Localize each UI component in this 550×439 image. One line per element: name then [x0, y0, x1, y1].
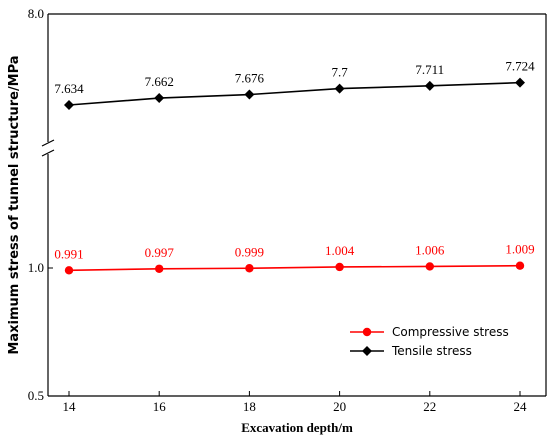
- x-tick-label: 20: [333, 399, 346, 414]
- series-line-0: [68, 264, 521, 272]
- legend-label-tensile: Tensile stress: [391, 344, 472, 358]
- axis-break-mark: [41, 139, 55, 157]
- data-label: 7.634: [54, 81, 84, 96]
- data-point: [424, 80, 435, 91]
- data-label: 1.004: [325, 243, 355, 258]
- x-tick-label: 24: [514, 399, 528, 414]
- data-label: 0.991: [54, 246, 83, 261]
- x-tick-label: 18: [243, 399, 256, 414]
- legend-marker-diamond: [362, 346, 372, 356]
- data-point: [155, 264, 164, 273]
- y-tick-label: 0.5: [28, 388, 44, 403]
- x-tick-label: 14: [63, 399, 77, 414]
- x-tick-label: 22: [423, 399, 436, 414]
- data-point: [154, 93, 165, 104]
- data-label: 1.009: [505, 242, 534, 257]
- series-layer: [64, 77, 525, 275]
- legend-item-tensile: Tensile stress: [350, 344, 472, 358]
- legend-label-compressive: Compressive stress: [392, 325, 509, 339]
- data-label: 0.997: [145, 245, 175, 260]
- legend-marker-circle: [362, 327, 372, 337]
- data-label: 7.7: [331, 65, 348, 80]
- data-label: 7.676: [235, 71, 265, 86]
- data-point: [515, 77, 525, 88]
- y-ticks: 0.5 1.0 8.0: [28, 6, 53, 403]
- series-line-1: [68, 81, 521, 106]
- data-point: [335, 262, 344, 272]
- x-tick-label: 16: [153, 399, 167, 414]
- data-label: 0.999: [235, 244, 264, 259]
- y-tick-label: 8.0: [28, 6, 44, 21]
- y-axis-label: Maximum stress of tunnel structure/MPa: [7, 55, 22, 354]
- plot-frame: [41, 13, 547, 397]
- data-label: 1.006: [415, 242, 445, 257]
- data-point: [425, 262, 434, 271]
- data-point: [244, 89, 255, 100]
- y-tick-label: 1.0: [28, 260, 44, 275]
- x-axis-label: Excavation depth/m: [241, 420, 353, 435]
- data-point: [515, 261, 525, 270]
- legend-item-compressive: Compressive stress: [350, 325, 509, 339]
- data-label: 7.724: [505, 59, 535, 74]
- data-point: [64, 266, 74, 275]
- x-ticks: 14 16 18 20 22 24: [63, 391, 528, 414]
- data-label: 7.662: [145, 74, 174, 89]
- data-point: [334, 83, 345, 94]
- data-point: [245, 264, 254, 273]
- legend: Compressive stress Tensile stress: [350, 325, 509, 358]
- data-point: [64, 100, 74, 110]
- data-labels: 0.991 0.997 0.999 1.004 1.006 1.009 7.634 7.662…: [54, 59, 535, 262]
- data-label: 7.711: [415, 62, 444, 77]
